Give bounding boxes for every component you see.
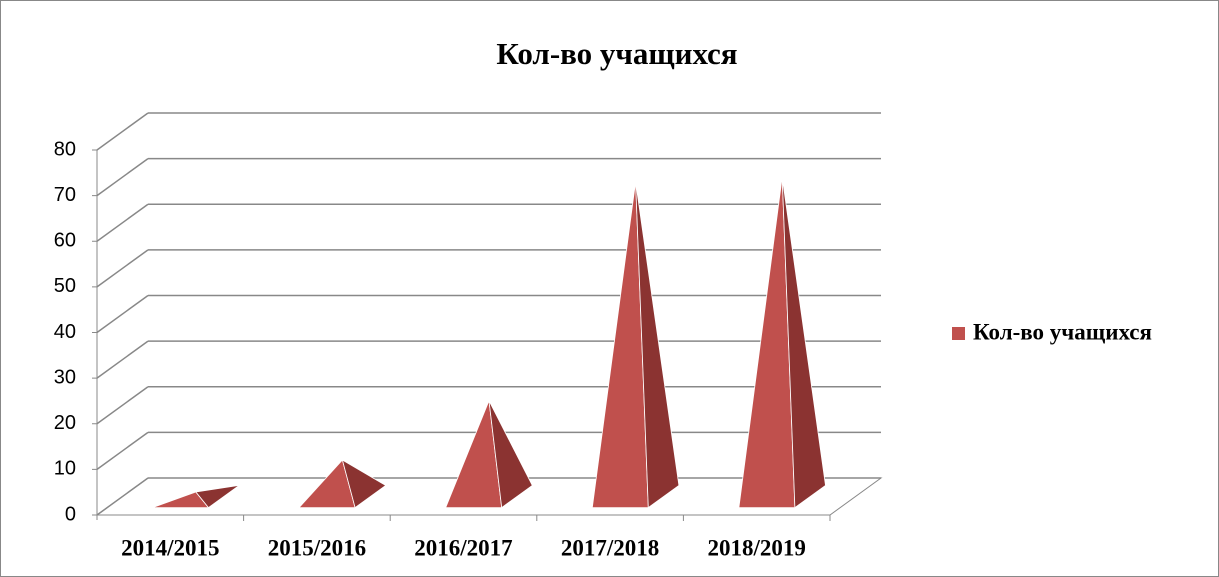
grid-line bbox=[96, 158, 149, 197]
y-tick-label: 10 bbox=[54, 458, 76, 480]
grid-line bbox=[96, 249, 149, 288]
grid-line bbox=[96, 431, 149, 470]
y-tick-label: 0 bbox=[65, 503, 76, 525]
pyramid-side bbox=[781, 177, 826, 509]
x-tick-label: 2015/2016 bbox=[268, 535, 366, 560]
pyramid bbox=[591, 181, 680, 509]
legend-swatch bbox=[952, 327, 965, 340]
chart-title: Кол-во учащихся bbox=[496, 36, 737, 71]
y-tick-label: 60 bbox=[54, 230, 76, 252]
y-tick-label: 50 bbox=[54, 275, 76, 297]
pyramid-side bbox=[635, 181, 680, 509]
grid-line bbox=[96, 294, 149, 334]
y-tick-label: 40 bbox=[54, 321, 76, 343]
x-tick-label: 2018/2019 bbox=[708, 535, 806, 560]
pyramid-side bbox=[488, 400, 533, 509]
pyramid bbox=[298, 459, 387, 509]
legend-label: Кол-во учащихся bbox=[973, 319, 1152, 344]
y-tick-label: 20 bbox=[54, 412, 76, 434]
grid-line bbox=[96, 477, 149, 516]
grid-line bbox=[96, 340, 149, 379]
x-tick-label: 2016/2017 bbox=[414, 535, 512, 560]
pyramid bbox=[445, 400, 533, 509]
grid-line bbox=[96, 203, 149, 242]
grid-line bbox=[96, 112, 149, 151]
x-tick-label: 2017/2018 bbox=[561, 535, 659, 560]
pyramid-side bbox=[341, 459, 387, 509]
x-tick-label: 2014/2015 bbox=[121, 535, 219, 560]
grid-line bbox=[96, 386, 149, 425]
y-tick-label: 70 bbox=[54, 184, 76, 206]
pyramid bbox=[738, 177, 826, 509]
pyramid-side bbox=[195, 485, 240, 509]
y-tick-label: 30 bbox=[54, 366, 76, 388]
pyramid bbox=[152, 485, 240, 509]
y-tick-label: 80 bbox=[54, 138, 76, 160]
